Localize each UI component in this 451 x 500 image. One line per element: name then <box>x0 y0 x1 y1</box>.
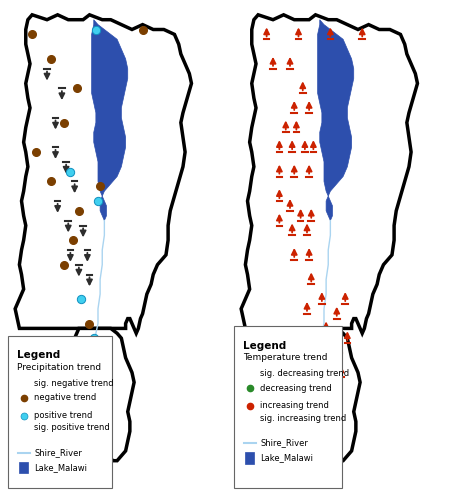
Polygon shape <box>326 196 332 220</box>
Text: Precipitation trend: Precipitation trend <box>17 362 101 372</box>
Polygon shape <box>317 20 353 196</box>
Text: decreasing trend: decreasing trend <box>260 384 331 392</box>
Text: sig. decreasing trend: sig. decreasing trend <box>260 370 349 378</box>
Polygon shape <box>241 15 417 334</box>
Polygon shape <box>291 328 359 460</box>
Text: Legend: Legend <box>17 350 60 360</box>
FancyBboxPatch shape <box>233 326 341 488</box>
Polygon shape <box>66 328 134 460</box>
Polygon shape <box>100 196 106 220</box>
Text: Lake_Malawi: Lake_Malawi <box>34 463 87 472</box>
Polygon shape <box>92 20 128 196</box>
Text: Temperature trend: Temperature trend <box>243 353 327 362</box>
Text: sig. negative trend: sig. negative trend <box>34 380 114 388</box>
FancyBboxPatch shape <box>8 336 111 488</box>
Text: Lake_Malawi: Lake_Malawi <box>260 454 313 462</box>
Polygon shape <box>15 15 191 334</box>
FancyBboxPatch shape <box>19 462 28 473</box>
Text: Shire_River: Shire_River <box>34 448 82 458</box>
Text: Shire_River: Shire_River <box>260 438 308 448</box>
Text: sig. increasing trend: sig. increasing trend <box>260 414 346 422</box>
Text: increasing trend: increasing trend <box>260 402 328 410</box>
Text: sig. positive trend: sig. positive trend <box>34 424 110 432</box>
Text: positive trend: positive trend <box>34 411 92 420</box>
Text: negative trend: negative trend <box>34 394 97 402</box>
Text: Legend: Legend <box>243 340 286 350</box>
FancyBboxPatch shape <box>244 452 253 464</box>
